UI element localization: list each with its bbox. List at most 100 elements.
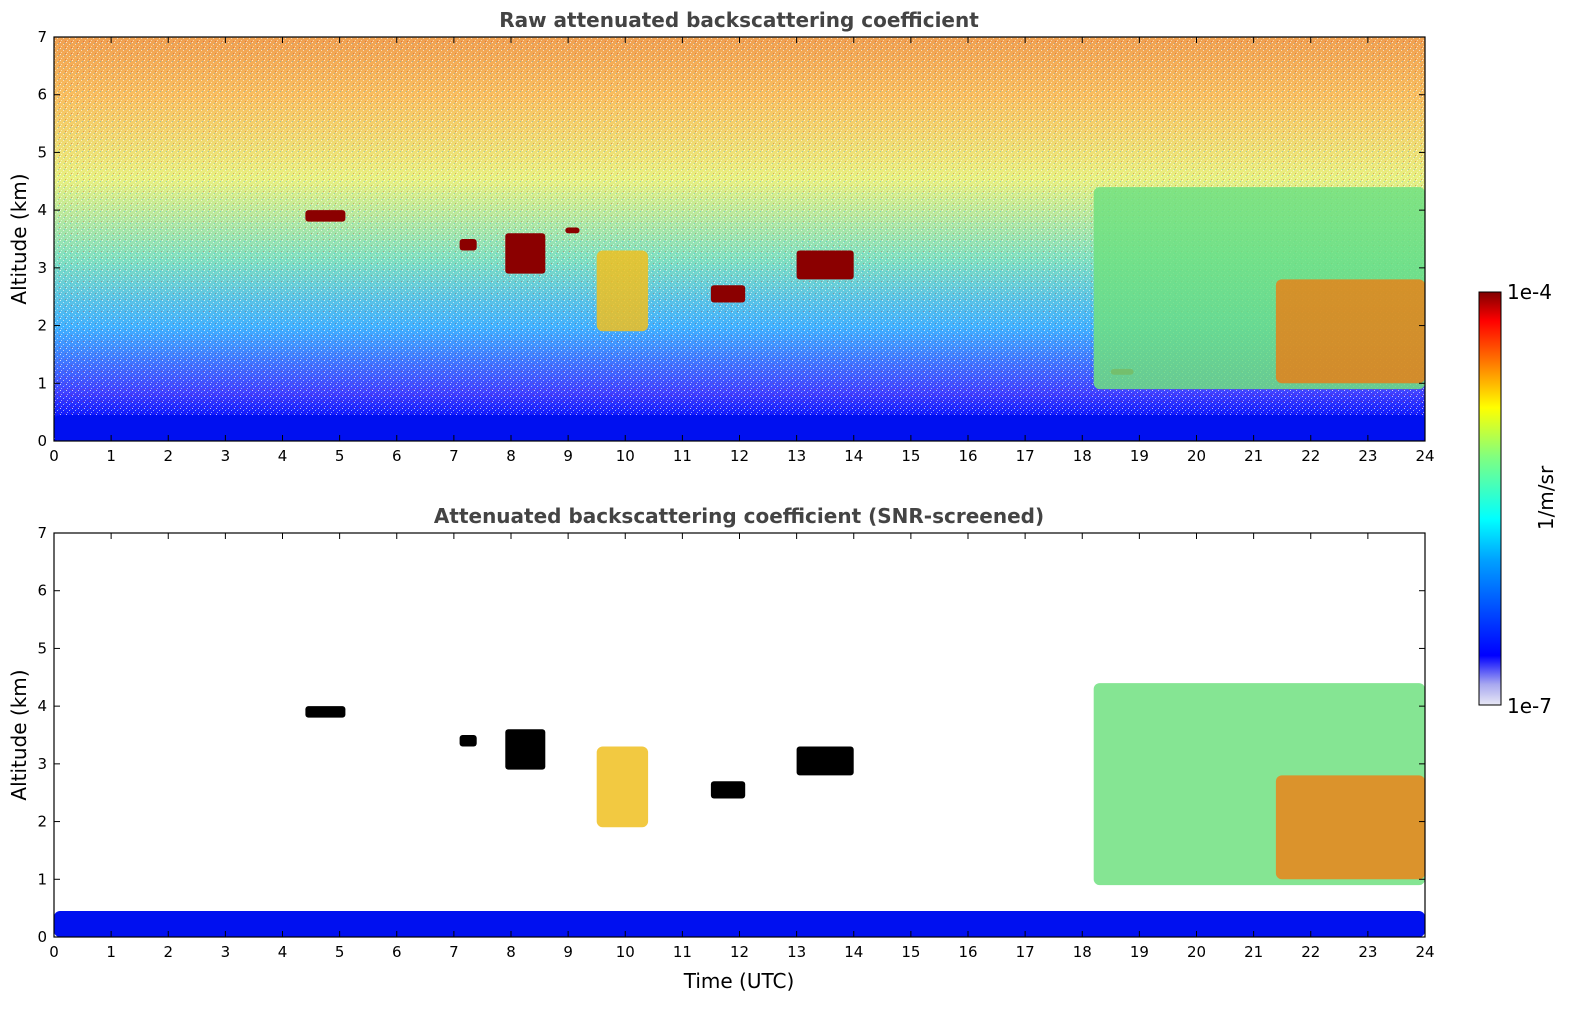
- y-tick-label: 5: [37, 639, 47, 657]
- x-tick-label: 6: [392, 447, 402, 465]
- colorbar: 1e-4 1e-7 1/m/sr: [1478, 280, 1558, 718]
- panel2-y-label: Altitude (km): [7, 669, 31, 800]
- panel2-y-ticks: 0 1 2 3 4 5 6 7: [37, 524, 1425, 946]
- colorbar-gradient: [1478, 291, 1502, 706]
- x-tick-label: 4: [278, 943, 288, 961]
- x-tick-label: 24: [1415, 943, 1434, 961]
- x-tick-label: 2: [163, 943, 173, 961]
- x-tick-label: 9: [563, 943, 573, 961]
- feature-aerosol-plume-6: [596, 250, 649, 332]
- x-tick-label: 9: [563, 447, 573, 465]
- y-tick-label: 4: [37, 201, 47, 219]
- x-tick-label: 17: [1016, 447, 1035, 465]
- feature-thin-layer-5: [710, 781, 746, 799]
- x-tick-label: 2: [163, 447, 173, 465]
- x-tick-label: 21: [1244, 943, 1263, 961]
- x-tick-label: 15: [901, 943, 920, 961]
- x-tick-label: 18: [1073, 943, 1092, 961]
- feature-thin-layer-8: [796, 250, 854, 280]
- y-tick-label: 2: [37, 813, 47, 831]
- x-tick-label: 17: [1016, 943, 1035, 961]
- x-tick-label: 12: [730, 447, 749, 465]
- y-tick-label: 0: [37, 432, 47, 450]
- feature-thin-layer-3: [505, 729, 546, 770]
- y-tick-label: 7: [37, 524, 47, 542]
- x-tick-label: 5: [335, 447, 345, 465]
- raw-backscatter-image: [54, 37, 1425, 441]
- x-tick-label: 10: [616, 943, 635, 961]
- panel1-y-label: Altitude (km): [7, 173, 31, 304]
- y-tick-label: 3: [37, 259, 47, 277]
- x-tick-label: 11: [673, 943, 692, 961]
- y-tick-label: 4: [37, 697, 47, 715]
- y-tick-label: 1: [37, 374, 47, 392]
- feature-thin-layer-2: [459, 735, 477, 747]
- x-tick-label: 5: [335, 943, 345, 961]
- panel2-x-label: Time (UTC): [683, 969, 795, 993]
- x-tick-label: 22: [1301, 447, 1320, 465]
- x-tick-label: 20: [1187, 447, 1206, 465]
- feature-thin-layer-5: [565, 227, 580, 234]
- x-tick-label: 23: [1358, 447, 1377, 465]
- x-tick-label: 4: [278, 447, 288, 465]
- feature-thin-layer-3: [459, 239, 477, 251]
- snr-screened-panel: Attenuated backscattering coefficient (S…: [7, 504, 1435, 993]
- feature-thin-layer-7: [710, 285, 746, 303]
- x-tick-label: 6: [392, 943, 402, 961]
- y-tick-label: 2: [37, 317, 47, 335]
- feature-thin-layer-2: [305, 210, 346, 222]
- x-tick-label: 18: [1073, 447, 1092, 465]
- x-tick-label: 8: [506, 943, 516, 961]
- panel1-title: Raw attenuated backscattering coefficien…: [499, 8, 979, 32]
- feature-thin-layer-4: [505, 233, 546, 274]
- feature-surface-layer-0: [54, 415, 1425, 441]
- colorbar-max-label: 1e-4: [1507, 280, 1552, 304]
- feature-aerosol-plume-4: [596, 746, 649, 828]
- x-tick-label: 3: [221, 447, 231, 465]
- y-tick-label: 6: [37, 582, 47, 600]
- x-tick-label: 13: [787, 447, 806, 465]
- x-tick-label: 1: [106, 447, 116, 465]
- y-tick-label: 6: [37, 86, 47, 104]
- panel2-x-ticks: 0 1 2 3 4 5 6 7 8 9 10 11 12 13 14 15 16 17 18 19 20 21 22 23 24: [49, 533, 1435, 961]
- y-tick-label: 1: [37, 870, 47, 888]
- x-tick-label: 20: [1187, 943, 1206, 961]
- colorbar-min-label: 1e-7: [1507, 694, 1552, 718]
- colorbar-unit-label: 1/m/sr: [1534, 465, 1558, 530]
- panel2-title: Attenuated backscattering coefficient (S…: [434, 504, 1044, 528]
- feature-surface-layer-0: [54, 911, 1425, 937]
- x-tick-label: 13: [787, 943, 806, 961]
- feature-cloud-core-7: [1275, 775, 1425, 880]
- panel1-y-ticks: 0 1 2 3 4 5 6 7: [37, 28, 1425, 450]
- x-tick-label: 19: [1130, 447, 1149, 465]
- x-tick-label: 10: [616, 447, 635, 465]
- raw-backscatter-panel: Raw attenuated backscattering coefficien…: [7, 8, 1435, 465]
- y-tick-label: 5: [37, 143, 47, 161]
- panel1-x-ticks: 0 1 2 3 4 5 6 7 8 9 10 11 12 13 14 15 16 17 18 19 20 21 22 23 24: [49, 37, 1435, 465]
- y-tick-label: 0: [37, 928, 47, 946]
- x-tick-label: 16: [958, 943, 977, 961]
- x-tick-label: 11: [673, 447, 692, 465]
- y-tick-label: 7: [37, 28, 47, 46]
- x-tick-label: 7: [449, 943, 459, 961]
- x-tick-label: 8: [506, 447, 516, 465]
- x-tick-label: 0: [49, 943, 59, 961]
- x-tick-label: 16: [958, 447, 977, 465]
- x-tick-label: 24: [1415, 447, 1434, 465]
- feature-thin-layer-1: [305, 706, 346, 718]
- x-tick-label: 7: [449, 447, 459, 465]
- x-tick-label: 12: [730, 943, 749, 961]
- x-tick-label: 15: [901, 447, 920, 465]
- x-tick-label: 3: [221, 943, 231, 961]
- feature-thin-layer-6: [796, 746, 854, 776]
- x-tick-label: 21: [1244, 447, 1263, 465]
- x-tick-label: 14: [844, 943, 863, 961]
- y-tick-label: 3: [37, 755, 47, 773]
- snr-screened-image: [54, 683, 1425, 937]
- feature-cloud-core-10: [1275, 279, 1425, 384]
- x-tick-label: 23: [1358, 943, 1377, 961]
- x-tick-label: 1: [106, 943, 116, 961]
- x-tick-label: 14: [844, 447, 863, 465]
- x-tick-label: 22: [1301, 943, 1320, 961]
